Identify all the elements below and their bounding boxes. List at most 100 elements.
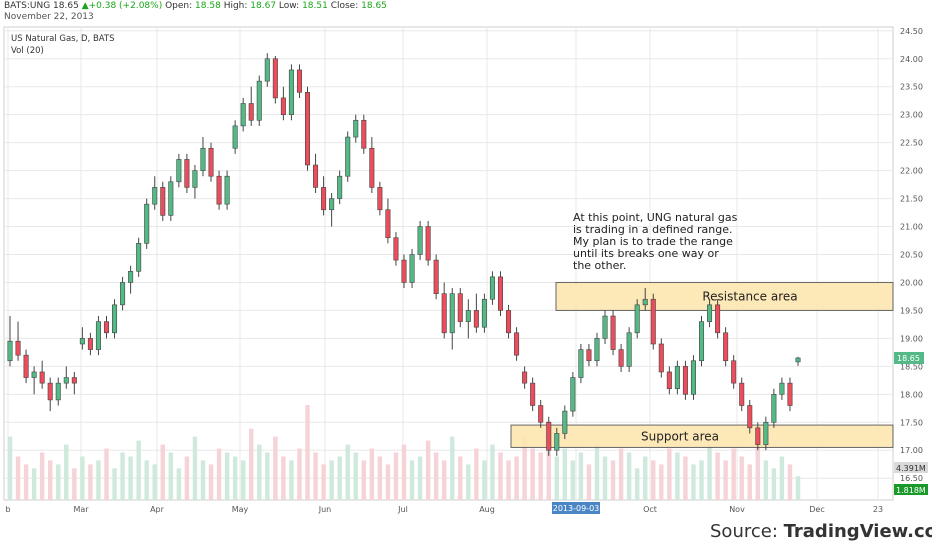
volume-bar [152, 464, 157, 500]
volume-bar [490, 444, 495, 500]
volume-bar [15, 456, 21, 500]
volume-bar [715, 452, 720, 500]
candle-down [682, 366, 688, 395]
candle-up [337, 175, 343, 199]
candle-down [618, 349, 624, 367]
candle-down [546, 421, 552, 451]
candle-down [441, 293, 447, 334]
y-tick-label: 22.50 [900, 139, 923, 148]
x-tick-label: Nov [729, 505, 745, 514]
volume-bar [795, 476, 801, 500]
candle-up [763, 421, 769, 445]
candle-up [353, 119, 359, 138]
low-label: Low: [278, 1, 300, 11]
volume-bar [787, 464, 793, 500]
candle-up [594, 338, 600, 362]
volume-bar [474, 448, 479, 500]
annotation-note-line: the other. [573, 259, 626, 272]
candle-up [578, 349, 584, 378]
volume-bar [707, 444, 712, 500]
resistance-box [555, 281, 894, 311]
candle-up [31, 371, 37, 378]
volume-bar [361, 460, 367, 500]
volume-bar [72, 468, 77, 500]
candle-down [280, 97, 286, 115]
candle-up [79, 338, 85, 345]
volume-bar [482, 460, 487, 500]
candle-down [473, 310, 479, 328]
candle-down [47, 382, 53, 401]
x-tick-label: 2013-09-03 [553, 504, 600, 513]
volume-bar [249, 428, 254, 500]
candle-down [497, 276, 504, 311]
candle-up [176, 159, 182, 183]
candle-up [690, 360, 696, 395]
candle-up [144, 203, 150, 244]
annotation-note-line: My plan is to trade the range [573, 235, 733, 248]
candle-up [264, 58, 270, 82]
volume-bar [289, 460, 294, 500]
last-price-marker [894, 351, 924, 364]
y-tick-label: 19.50 [900, 306, 923, 315]
volume-bar [377, 456, 383, 500]
volume-bar [281, 456, 286, 500]
y-tick-label: 18.50 [900, 362, 923, 371]
volume-bar [305, 405, 310, 500]
resistance-label: Resistance area [702, 289, 797, 303]
volume-bar [200, 460, 206, 500]
candle-up [7, 340, 13, 362]
candle-down [666, 371, 672, 390]
candle-down [39, 371, 45, 384]
candle-up [570, 377, 576, 412]
support-box [510, 424, 894, 448]
volume-bar [329, 460, 334, 500]
volume-bar [771, 468, 777, 500]
candle-down [272, 58, 278, 99]
y-tick-label: 22.00 [900, 167, 923, 176]
open-label: Open: [165, 1, 193, 11]
volume-bar [112, 468, 117, 500]
volume-bar [643, 456, 648, 500]
y-tick-label: 24.50 [900, 27, 923, 36]
source-name: TradingView.com [783, 521, 932, 542]
price-change: +0.38 (+2.08%) [88, 1, 163, 11]
volume-bar [297, 448, 302, 500]
x-tick-label: Jun [318, 505, 332, 514]
volume-bar [699, 460, 704, 500]
volume-bar [273, 436, 278, 500]
candle-down [377, 187, 383, 211]
candle-down [208, 147, 214, 177]
volume-bar [675, 452, 680, 500]
volume-bar [562, 448, 568, 500]
candle-up [674, 366, 680, 390]
candle-up [779, 382, 785, 395]
volume-bar [192, 436, 198, 500]
annotation-note-line: At this point, UNG natural gas [573, 211, 738, 224]
volume-bar [31, 468, 37, 500]
candle-down [304, 92, 311, 166]
x-tick-label: Jul [397, 505, 408, 514]
candle-up [55, 382, 61, 401]
volume-bar [755, 436, 761, 500]
candle-up [112, 304, 118, 334]
volume-bar [257, 444, 262, 500]
candle-down [731, 360, 737, 384]
candle-up [232, 125, 238, 149]
candle-down [296, 69, 302, 93]
volume-bar [570, 460, 576, 500]
volume-bar [240, 460, 246, 500]
candle-down [457, 293, 463, 322]
volume-bar [546, 420, 551, 500]
candle-down [715, 304, 721, 334]
candle-down [87, 338, 93, 350]
candle-up [63, 377, 69, 384]
volume-marker-1 [894, 462, 928, 473]
header-date: November 22, 2013 [4, 12, 94, 22]
candle-down [385, 209, 391, 239]
candle-down [723, 332, 729, 362]
candle-up [602, 315, 608, 339]
candle-up [224, 175, 230, 205]
y-tick-label: 21.00 [900, 223, 923, 232]
high-label: High: [223, 1, 248, 11]
candle-up [554, 433, 560, 451]
